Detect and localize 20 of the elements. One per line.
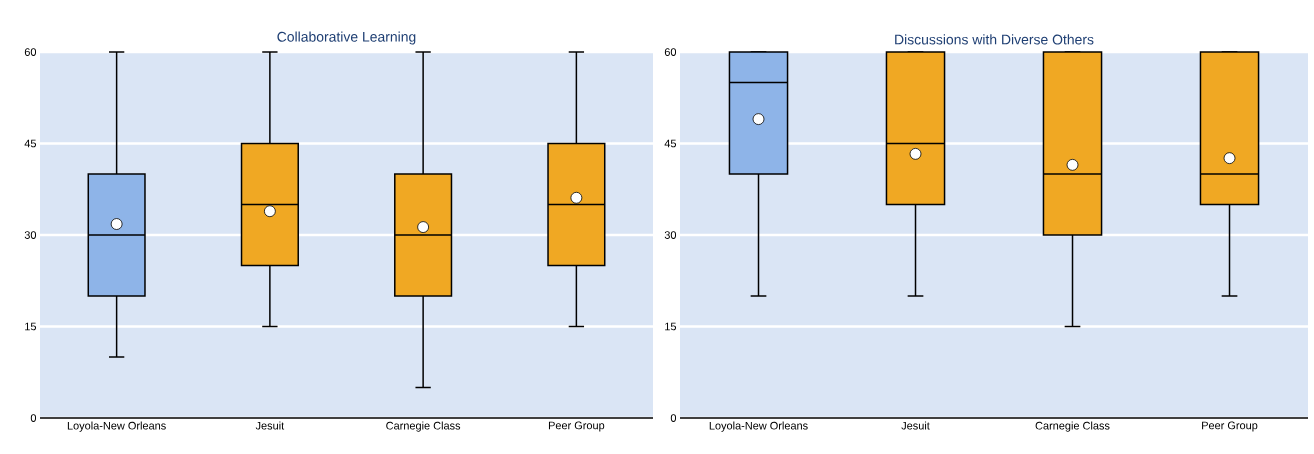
x-tick-label: Carnegie Class bbox=[386, 421, 461, 432]
x-tick-label: Loyola-New Orleans bbox=[67, 421, 166, 432]
chart-title: Discussions with Diverse Others bbox=[895, 34, 1094, 45]
x-tick-label: Peer Group bbox=[548, 421, 605, 432]
y-tick-label: 0 bbox=[30, 414, 37, 422]
x-tick-label: Jesuit bbox=[255, 421, 285, 430]
x-tick-label: Peer Group bbox=[1202, 421, 1258, 432]
y-tick-label: 15 bbox=[25, 322, 37, 331]
y-tick-label: 0 bbox=[670, 414, 677, 422]
y-tick-label: 60 bbox=[24, 48, 37, 56]
y-tick-label: 15 bbox=[665, 322, 677, 331]
x-tick-label: Carnegie Class bbox=[1035, 421, 1110, 432]
y-tick-label: 60 bbox=[664, 48, 677, 56]
y-tick-label: 30 bbox=[664, 231, 677, 239]
y-tick-label: 45 bbox=[664, 139, 677, 148]
x-tick-label: Jesuit bbox=[901, 421, 930, 430]
y-tick-label: 30 bbox=[24, 231, 37, 239]
x-tick-label: Loyola-New Orleans bbox=[709, 421, 808, 432]
chart-title: Collaborative Learning bbox=[277, 31, 416, 45]
y-tick-label: 45 bbox=[24, 139, 37, 148]
